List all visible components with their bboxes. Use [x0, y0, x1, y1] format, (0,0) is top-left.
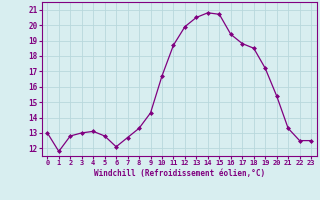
X-axis label: Windchill (Refroidissement éolien,°C): Windchill (Refroidissement éolien,°C)	[94, 169, 265, 178]
